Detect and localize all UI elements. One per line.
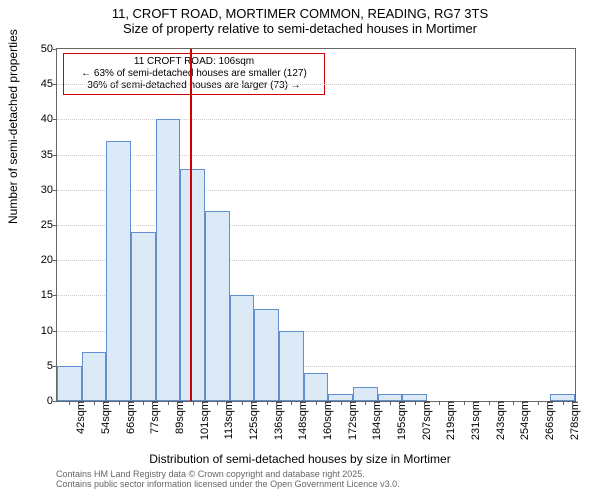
annotation-box: 11 CROFT ROAD: 106sqm ← 63% of semi-deta…	[63, 53, 325, 95]
xtick-mark	[563, 401, 564, 405]
xtick-mark	[439, 401, 440, 405]
xtick-label: 172sqm	[345, 401, 359, 440]
ytick-label: 45	[41, 78, 57, 90]
histogram-bar	[106, 141, 131, 401]
xtick-mark	[69, 401, 70, 405]
ytick-label: 15	[41, 289, 57, 301]
histogram-bar	[353, 387, 378, 401]
histogram-bar	[279, 331, 304, 401]
xtick-mark	[242, 401, 243, 405]
histogram-bar	[254, 309, 279, 401]
gridline	[57, 155, 575, 156]
histogram-bar	[378, 394, 403, 401]
ytick-label: 20	[41, 254, 57, 266]
xtick-label: 77sqm	[147, 401, 161, 434]
ytick-label: 25	[41, 219, 57, 231]
xtick-label: 89sqm	[172, 401, 186, 434]
xtick-label: 101sqm	[197, 401, 211, 440]
xtick-label: 148sqm	[295, 401, 309, 440]
ytick-label: 50	[41, 43, 57, 55]
ytick-label: 40	[41, 113, 57, 125]
xtick-mark	[94, 401, 95, 405]
title-line1: 11, CROFT ROAD, MORTIMER COMMON, READING…	[0, 6, 600, 21]
histogram-bar	[550, 394, 575, 401]
annotation-line1: 11 CROFT ROAD: 106sqm	[68, 56, 320, 68]
gridline	[57, 119, 575, 120]
xtick-label: 125sqm	[246, 401, 260, 440]
xtick-label: 54sqm	[98, 401, 112, 434]
plot-area: 11 CROFT ROAD: 106sqm ← 63% of semi-deta…	[56, 48, 576, 402]
xtick-mark	[390, 401, 391, 405]
xtick-label: 66sqm	[123, 401, 137, 434]
xtick-label: 160sqm	[320, 401, 334, 440]
gridline	[57, 84, 575, 85]
y-axis-label: Number of semi-detached properties	[6, 29, 20, 224]
xtick-label: 113sqm	[221, 401, 235, 439]
chart-container: 11, CROFT ROAD, MORTIMER COMMON, READING…	[0, 0, 600, 500]
annotation-line3: 36% of semi-detached houses are larger (…	[68, 80, 320, 92]
histogram-bar	[205, 211, 230, 401]
ytick-label: 10	[41, 325, 57, 337]
histogram-bar	[82, 352, 107, 401]
footer-line2: Contains public sector information licen…	[56, 480, 400, 490]
xtick-label: 42sqm	[73, 401, 87, 434]
x-axis-label: Distribution of semi-detached houses by …	[0, 452, 600, 466]
xtick-label: 195sqm	[394, 401, 408, 440]
xtick-label: 243sqm	[493, 401, 507, 440]
histogram-bar	[230, 295, 255, 401]
gridline	[57, 225, 575, 226]
title-line2: Size of property relative to semi-detach…	[0, 21, 600, 36]
xtick-label: 278sqm	[567, 401, 581, 440]
xtick-label: 266sqm	[542, 401, 556, 440]
title-block: 11, CROFT ROAD, MORTIMER COMMON, READING…	[0, 0, 600, 36]
ytick-label: 30	[41, 184, 57, 196]
xtick-label: 207sqm	[419, 401, 433, 440]
xtick-mark	[415, 401, 416, 405]
histogram-bar	[328, 394, 353, 401]
xtick-label: 231sqm	[468, 401, 482, 440]
annotation-line2: ← 63% of semi-detached houses are smalle…	[68, 68, 320, 80]
xtick-mark	[168, 401, 169, 405]
xtick-mark	[538, 401, 539, 405]
xtick-label: 254sqm	[517, 401, 531, 440]
histogram-bar	[304, 373, 329, 401]
ytick-label: 5	[47, 360, 57, 372]
histogram-bar	[131, 232, 156, 401]
xtick-label: 136sqm	[271, 401, 285, 440]
xtick-mark	[365, 401, 366, 405]
xtick-mark	[464, 401, 465, 405]
xtick-mark	[489, 401, 490, 405]
histogram-bar	[156, 119, 181, 401]
footer: Contains HM Land Registry data © Crown c…	[56, 470, 400, 490]
xtick-mark	[267, 401, 268, 405]
xtick-mark	[513, 401, 514, 405]
xtick-mark	[193, 401, 194, 405]
histogram-bar	[402, 394, 427, 401]
xtick-mark	[119, 401, 120, 405]
gridline	[57, 190, 575, 191]
ytick-label: 35	[41, 149, 57, 161]
reference-line	[190, 49, 192, 401]
xtick-mark	[291, 401, 292, 405]
xtick-mark	[217, 401, 218, 405]
xtick-mark	[341, 401, 342, 405]
histogram-bar	[180, 169, 205, 401]
xtick-label: 184sqm	[369, 401, 383, 440]
xtick-mark	[316, 401, 317, 405]
histogram-bar	[57, 366, 82, 401]
xtick-mark	[143, 401, 144, 405]
xtick-label: 219sqm	[443, 401, 457, 440]
ytick-label: 0	[47, 395, 57, 407]
